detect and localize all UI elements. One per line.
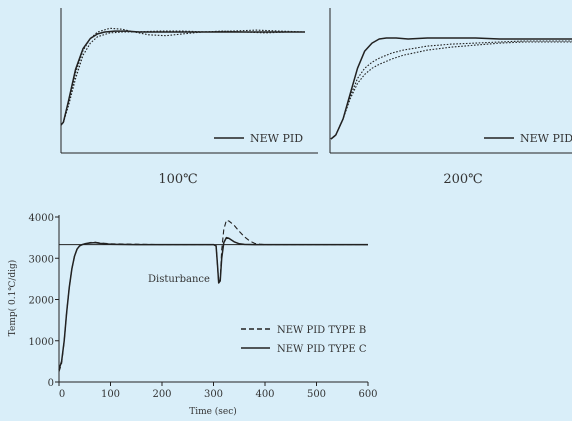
x-tick-label: 200 [152, 389, 171, 400]
x-tick-label: 600 [358, 389, 377, 400]
chart-panel-200c: NEW PID 200℃ [329, 8, 572, 187]
y-axis-label: Temp( 0.1℃/dig) [7, 260, 18, 337]
series-group [330, 37, 572, 140]
x-tick-label: 500 [307, 389, 326, 400]
y-tick-label: 1000 [29, 337, 54, 348]
series-line-dotted-2 [60, 29, 306, 126]
x-tick-label: 100 [101, 389, 120, 400]
legend-label-type-b: NEW PID TYPE B [277, 325, 366, 336]
y-tick-label: 2000 [29, 296, 54, 307]
legend-label: NEW PID [520, 132, 572, 145]
panel-caption: 100℃ [158, 172, 197, 187]
series-group [58, 219, 368, 372]
y-tick-label: 3000 [29, 254, 54, 265]
legend: NEW PID TYPE B NEW PID TYPE C [241, 325, 367, 355]
x-tick-label: 400 [255, 389, 274, 400]
chart-panel-100c: NEW PID 100℃ [60, 8, 318, 187]
legend: NEW PID [484, 132, 572, 145]
y-tick-label: 4000 [29, 213, 54, 224]
x-tick-label: 300 [204, 389, 223, 400]
legend: NEW PID [214, 132, 303, 145]
series-line-new-pid [330, 37, 572, 140]
annotation-disturbance: Disturbance [148, 274, 210, 285]
x-tick-label: 0 [59, 389, 65, 400]
x-axis-label: Time (sec) [189, 406, 237, 417]
series-line-new-pid-type-c [58, 236, 368, 370]
chart-panel-temp-time: 0 100 200 300 400 500 600 0 1000 2000 3000 4000 Dis… [7, 213, 378, 417]
series-line-dotted-1 [60, 27, 305, 126]
series-group [60, 27, 306, 126]
panel-caption: 200℃ [443, 172, 482, 187]
legend-label-type-c: NEW PID TYPE C [277, 344, 367, 355]
y-tick-label: 0 [48, 378, 54, 389]
ticks-group: 0 100 200 300 400 500 600 0 1000 2000 3000 4000 [29, 213, 378, 400]
legend-label: NEW PID [250, 132, 303, 145]
